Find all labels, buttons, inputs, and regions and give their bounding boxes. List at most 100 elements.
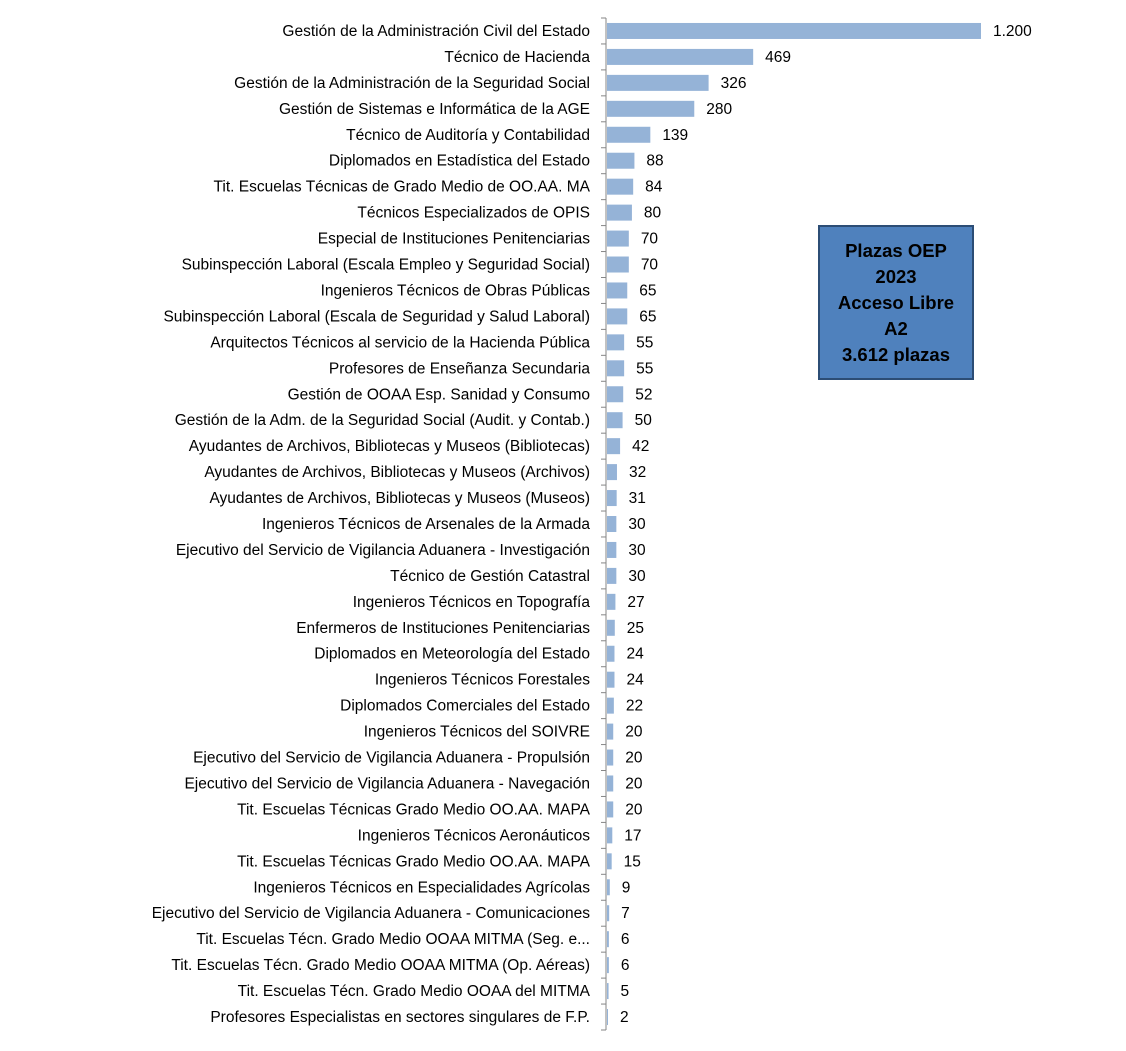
category-label: Ingenieros Técnicos Forestales — [375, 672, 590, 689]
value-label: 31 — [629, 490, 646, 507]
category-label: Profesores Especialistas en sectores sin… — [210, 1009, 590, 1026]
category-label: Técnicos Especializados de OPIS — [357, 205, 590, 222]
category-label: Tit. Escuelas Técn. Grado Medio OOAA del… — [238, 983, 591, 1000]
bar — [607, 464, 617, 481]
value-label: 139 — [662, 127, 688, 144]
category-label: Gestión de la Adm. de la Seguridad Socia… — [175, 412, 590, 429]
value-label: 24 — [626, 646, 644, 663]
bar — [607, 671, 615, 688]
summary-line-1: Plazas OEP — [845, 239, 947, 261]
category-label: Diplomados en Estadística del Estado — [329, 153, 590, 170]
bar — [607, 749, 614, 766]
bar — [607, 438, 621, 455]
category-label: Ingenieros Técnicos del SOIVRE — [364, 724, 590, 741]
value-label: 30 — [628, 516, 646, 533]
category-label: Ejecutivo del Servicio de Vigilancia Adu… — [176, 542, 590, 559]
value-label: 2 — [620, 1009, 629, 1026]
value-label: 20 — [625, 750, 643, 767]
value-label: 65 — [639, 308, 656, 325]
value-label: 42 — [632, 438, 649, 455]
value-label: 25 — [627, 620, 644, 637]
bar — [607, 74, 709, 91]
category-label: Ingenieros Técnicos de Obras Públicas — [321, 282, 591, 299]
category-label: Gestión de la Administración Civil del E… — [282, 23, 590, 40]
value-label: 6 — [621, 957, 630, 974]
value-label: 20 — [625, 801, 643, 818]
category-label: Ingenieros Técnicos de Arsenales de la A… — [262, 516, 590, 533]
category-label: Profesores de Enseñanza Secundaria — [329, 360, 590, 377]
category-label: Diplomados Comerciales del Estado — [340, 698, 590, 715]
value-label: 52 — [635, 386, 652, 403]
bar — [607, 230, 629, 247]
category-label: Subinspección Laboral (Escala Empleo y S… — [182, 257, 590, 274]
bar — [607, 386, 624, 403]
category-label: Técnico de Auditoría y Contabilidad — [346, 127, 590, 144]
category-label: Especial de Instituciones Penitenciarias — [318, 231, 591, 248]
bar — [607, 723, 614, 740]
bar — [607, 334, 625, 351]
bar — [607, 645, 615, 662]
summary-line-4: A2 — [884, 317, 908, 339]
value-label: 280 — [706, 101, 732, 118]
bar — [607, 490, 617, 507]
bar — [607, 516, 617, 532]
bar — [607, 541, 617, 558]
summary-box: Plazas OEP 2023 Acceso Libre A2 3.612 pl… — [818, 225, 974, 380]
category-label: Ejecutivo del Servicio de Vigilancia Adu… — [152, 905, 591, 922]
category-label: Técnico de Hacienda — [444, 49, 590, 66]
value-label: 469 — [765, 49, 791, 66]
summary-line-5: 3.612 plazas — [842, 343, 950, 365]
bar — [607, 282, 628, 299]
category-label: Técnico de Gestión Catastral — [390, 568, 590, 585]
value-label: 30 — [628, 542, 646, 559]
value-label: 88 — [646, 153, 663, 170]
value-label: 50 — [635, 412, 653, 429]
category-label: Ayudantes de Archivos, Bibliotecas y Mus… — [189, 438, 590, 455]
bar — [607, 931, 609, 948]
bar — [607, 567, 617, 584]
category-label: Ayudantes de Archivos, Bibliotecas y Mus… — [209, 490, 590, 507]
bar — [607, 905, 610, 922]
value-label: 32 — [629, 464, 646, 481]
value-label: 55 — [636, 334, 653, 351]
bar — [607, 126, 651, 143]
category-label: Subinspección Laboral (Escala de Segurid… — [163, 308, 590, 325]
summary-line-2: 2023 — [875, 265, 917, 287]
category-label: Tit. Escuelas Técnicas Grado Medio OO.AA… — [237, 853, 591, 870]
category-label: Tit. Escuelas Técn. Grado Medio OOAA MIT… — [196, 931, 590, 948]
category-label: Gestión de Sistemas e Informática de la … — [279, 101, 590, 118]
bar — [607, 48, 754, 65]
bar — [607, 775, 614, 792]
bar — [607, 957, 609, 974]
category-label: Arquitectos Técnicos al servicio de la H… — [210, 334, 590, 351]
category-label: Ingenieros Técnicos en Especialidades Ag… — [253, 879, 590, 896]
bar — [607, 879, 610, 896]
value-label: 20 — [625, 775, 643, 792]
value-label: 15 — [624, 853, 641, 870]
bar — [607, 827, 613, 844]
bar — [607, 100, 695, 117]
bar — [607, 983, 609, 1000]
bar — [607, 801, 614, 818]
value-label: 17 — [624, 827, 641, 844]
value-label: 5 — [621, 983, 630, 1000]
value-label: 9 — [622, 879, 631, 896]
category-label: Tit. Escuelas Técn. Grado Medio OOAA MIT… — [171, 957, 590, 974]
bar — [607, 178, 634, 195]
category-label: Diplomados en Meteorología del Estado — [314, 646, 590, 663]
bar — [607, 593, 616, 610]
bar — [607, 152, 635, 169]
category-label: Ejecutivo del Servicio de Vigilancia Adu… — [184, 775, 590, 792]
category-label: Ingenieros Técnicos Aeronáuticos — [358, 827, 591, 844]
bar — [607, 412, 623, 429]
value-label: 65 — [639, 282, 656, 299]
bar — [607, 1009, 608, 1026]
bar — [607, 853, 612, 870]
summary-line-3: Acceso Libre — [837, 291, 955, 313]
value-label: 326 — [721, 75, 747, 92]
value-label: 30 — [628, 568, 646, 585]
bar — [607, 619, 615, 636]
bar — [607, 360, 625, 377]
value-label: 55 — [636, 360, 653, 377]
